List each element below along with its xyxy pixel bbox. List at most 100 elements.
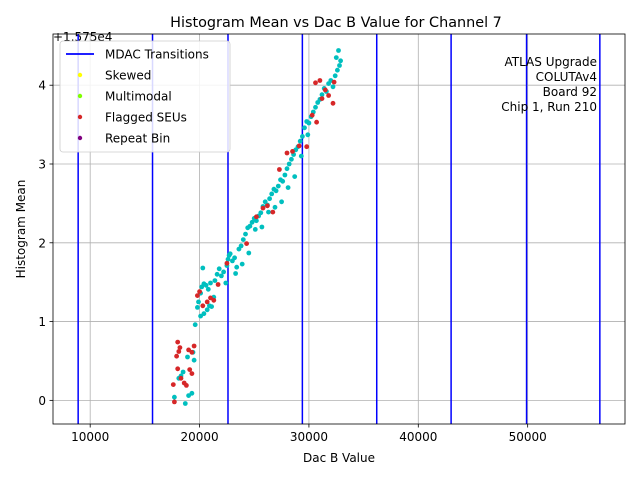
normal-point xyxy=(219,273,224,279)
flagged-point xyxy=(204,299,210,305)
flagged-point xyxy=(265,203,270,209)
normal-point xyxy=(223,280,229,286)
flagged-point xyxy=(319,96,325,101)
flagged-point xyxy=(175,339,181,345)
normal-point xyxy=(198,313,204,319)
legend-point-swatch xyxy=(77,72,83,78)
normal-point xyxy=(203,282,209,288)
legend-label: MDAC Transitions xyxy=(105,48,209,62)
normal-point xyxy=(221,269,227,275)
flagged-point xyxy=(314,119,319,125)
normal-point xyxy=(336,48,341,53)
flagged-point xyxy=(191,343,197,349)
flagged-point xyxy=(254,214,259,220)
flagged-point xyxy=(208,295,213,301)
flagged-point xyxy=(322,87,328,93)
normal-point xyxy=(275,183,281,189)
normal-point xyxy=(259,224,265,230)
flagged-point xyxy=(215,282,221,287)
normal-point xyxy=(233,271,239,276)
normal-point xyxy=(249,219,255,225)
flagged-point xyxy=(178,375,184,381)
normal-point xyxy=(267,196,272,202)
normal-point xyxy=(196,299,201,305)
normal-point xyxy=(300,134,305,139)
flagged-point xyxy=(326,93,331,98)
normal-point xyxy=(305,132,311,138)
flagged-point xyxy=(290,149,295,154)
normal-point xyxy=(298,153,304,159)
y-axis-ticks: 0 1 2 3 4 xyxy=(38,79,53,408)
normal-point xyxy=(243,231,248,237)
flagged-point xyxy=(170,382,176,387)
normal-point xyxy=(269,191,275,197)
normal-point xyxy=(266,209,271,215)
normal-point xyxy=(234,264,240,270)
normal-point xyxy=(280,178,286,184)
normal-point xyxy=(284,166,290,172)
normal-point xyxy=(212,278,218,283)
normal-point xyxy=(238,243,244,249)
y-offset-label: +1.575e4 xyxy=(53,30,112,44)
annotation-box: ATLAS Upgrade COLUTAv4 Board 92 Chip 1, … xyxy=(501,55,597,114)
normal-point xyxy=(225,256,231,262)
x-axis-label: Dac B Value xyxy=(303,451,375,465)
flagged-point xyxy=(260,205,266,211)
y-axis-label: Histogram Mean xyxy=(14,180,28,279)
normal-point xyxy=(335,67,340,73)
legend-label: Repeat Bin xyxy=(105,132,170,146)
flagged-point xyxy=(296,143,302,149)
flagged-point xyxy=(189,349,195,355)
normal-point xyxy=(189,390,195,396)
data-points xyxy=(170,48,343,406)
normal-point xyxy=(286,161,292,167)
normal-point xyxy=(209,304,215,309)
normal-point xyxy=(337,63,342,68)
normal-point xyxy=(240,237,246,243)
normal-point xyxy=(330,84,336,90)
flagged-point xyxy=(284,150,290,156)
y-tick-label: 1 xyxy=(38,315,46,329)
normal-point xyxy=(258,210,264,216)
normal-point xyxy=(204,307,210,313)
flagged-point xyxy=(197,289,203,294)
x-tick-label: 40000 xyxy=(399,430,437,444)
normal-point xyxy=(289,156,294,162)
x-tick-label: 20000 xyxy=(180,430,218,444)
normal-point xyxy=(272,204,278,210)
flagged-point xyxy=(211,297,217,303)
annotation-line-3: Board 92 xyxy=(543,85,597,99)
normal-point xyxy=(254,218,259,224)
normal-point xyxy=(332,73,338,79)
flagged-point xyxy=(177,345,183,350)
legend-point-swatch xyxy=(77,135,83,141)
normal-point xyxy=(191,357,197,363)
normal-point xyxy=(292,174,298,180)
flagged-point xyxy=(176,349,182,354)
flagged-point xyxy=(186,347,192,353)
normal-point xyxy=(279,199,284,205)
normal-point xyxy=(252,227,258,232)
x-tick-label: 30000 xyxy=(290,430,328,444)
x-tick-label: 10000 xyxy=(71,430,109,444)
flagged-point xyxy=(224,260,230,266)
flagged-point xyxy=(317,78,323,83)
plot-frame xyxy=(52,33,626,425)
normal-point xyxy=(192,322,198,328)
flagged-point xyxy=(189,371,195,376)
normal-point xyxy=(214,271,220,277)
normal-point xyxy=(246,250,252,256)
legend-frame xyxy=(59,40,231,153)
flagged-point xyxy=(270,209,276,215)
flagged-point xyxy=(330,100,336,106)
legend-label: Multimodal xyxy=(105,90,172,104)
normal-point xyxy=(205,286,211,292)
flagged-point xyxy=(175,366,181,372)
flagged-point xyxy=(195,293,200,298)
normal-point xyxy=(200,265,206,271)
legend-point-swatch xyxy=(77,114,83,120)
y-tick-label: 3 xyxy=(38,158,46,172)
y-tick-label: 0 xyxy=(38,394,46,408)
normal-point xyxy=(306,120,312,126)
